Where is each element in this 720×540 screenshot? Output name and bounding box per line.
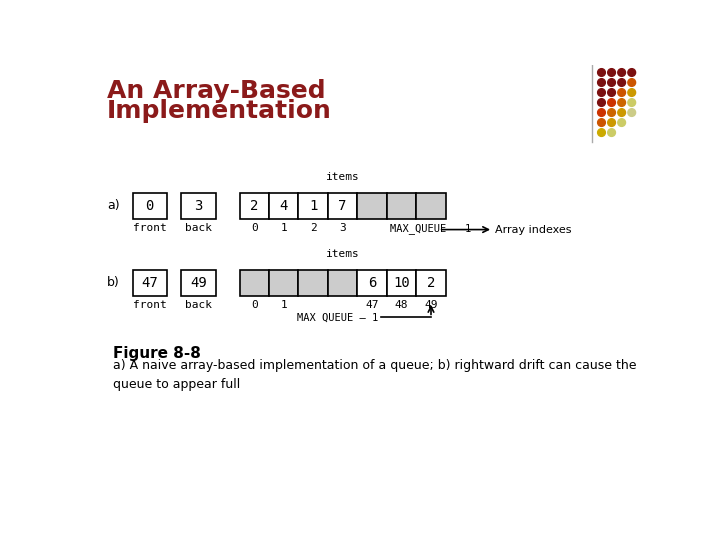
- Text: items: items: [325, 249, 359, 259]
- Circle shape: [608, 109, 616, 117]
- Circle shape: [618, 79, 626, 86]
- Text: back: back: [185, 300, 212, 309]
- Text: Array indexes: Array indexes: [495, 225, 572, 234]
- Circle shape: [598, 79, 606, 86]
- Text: 47: 47: [365, 300, 379, 309]
- Circle shape: [608, 119, 616, 126]
- Bar: [240, 269, 269, 296]
- Bar: [328, 193, 357, 219]
- Text: 1: 1: [309, 199, 318, 213]
- Text: back: back: [185, 222, 212, 233]
- Bar: [357, 193, 387, 219]
- Text: 47: 47: [141, 276, 158, 289]
- Bar: [181, 269, 215, 296]
- Circle shape: [618, 99, 626, 106]
- Text: MAX_QUEUE – 1: MAX_QUEUE – 1: [390, 222, 472, 234]
- Bar: [299, 193, 328, 219]
- Text: 0: 0: [145, 199, 154, 213]
- Bar: [269, 193, 299, 219]
- Text: 0: 0: [251, 222, 258, 233]
- Text: items: items: [325, 172, 359, 182]
- Bar: [269, 269, 299, 296]
- Circle shape: [608, 79, 616, 86]
- Circle shape: [608, 89, 616, 96]
- Circle shape: [598, 89, 606, 96]
- Circle shape: [618, 119, 626, 126]
- Bar: [132, 269, 167, 296]
- Text: 1: 1: [280, 222, 287, 233]
- Circle shape: [618, 69, 626, 76]
- Circle shape: [628, 79, 636, 86]
- Circle shape: [618, 89, 626, 96]
- Text: a): a): [107, 199, 120, 212]
- Circle shape: [608, 69, 616, 76]
- Circle shape: [598, 109, 606, 117]
- Text: 48: 48: [395, 300, 408, 309]
- Text: 2: 2: [250, 199, 258, 213]
- Bar: [328, 269, 357, 296]
- Text: 0: 0: [251, 300, 258, 309]
- Circle shape: [608, 99, 616, 106]
- Text: Implementation: Implementation: [107, 99, 332, 123]
- Text: 3: 3: [339, 222, 346, 233]
- Text: 10: 10: [393, 276, 410, 289]
- Circle shape: [628, 99, 636, 106]
- Text: b): b): [107, 276, 120, 289]
- Text: 6: 6: [368, 276, 377, 289]
- Bar: [299, 269, 328, 296]
- Bar: [132, 193, 167, 219]
- Bar: [240, 193, 269, 219]
- Text: front: front: [132, 222, 166, 233]
- Bar: [387, 269, 416, 296]
- Bar: [416, 193, 446, 219]
- Text: 2: 2: [310, 222, 317, 233]
- Text: 7: 7: [338, 199, 347, 213]
- Circle shape: [598, 69, 606, 76]
- Text: An Array-Based: An Array-Based: [107, 79, 325, 103]
- Circle shape: [608, 129, 616, 137]
- Bar: [416, 269, 446, 296]
- Text: 1: 1: [280, 300, 287, 309]
- Text: 49: 49: [190, 276, 207, 289]
- Circle shape: [598, 99, 606, 106]
- Circle shape: [598, 129, 606, 137]
- Bar: [357, 269, 387, 296]
- Text: 2: 2: [427, 276, 435, 289]
- Text: 3: 3: [194, 199, 203, 213]
- Circle shape: [628, 89, 636, 96]
- Text: 4: 4: [279, 199, 288, 213]
- Text: MAX QUEUE – 1: MAX QUEUE – 1: [297, 312, 378, 322]
- Circle shape: [598, 119, 606, 126]
- Circle shape: [628, 69, 636, 76]
- Circle shape: [628, 109, 636, 117]
- Text: a) A naive array-based implementation of a queue; b) rightward drift can cause t: a) A naive array-based implementation of…: [113, 359, 636, 391]
- Bar: [387, 193, 416, 219]
- Text: front: front: [132, 300, 166, 309]
- Bar: [181, 193, 215, 219]
- Text: 49: 49: [424, 300, 438, 309]
- Circle shape: [618, 109, 626, 117]
- Text: Figure 8-8: Figure 8-8: [113, 346, 201, 361]
